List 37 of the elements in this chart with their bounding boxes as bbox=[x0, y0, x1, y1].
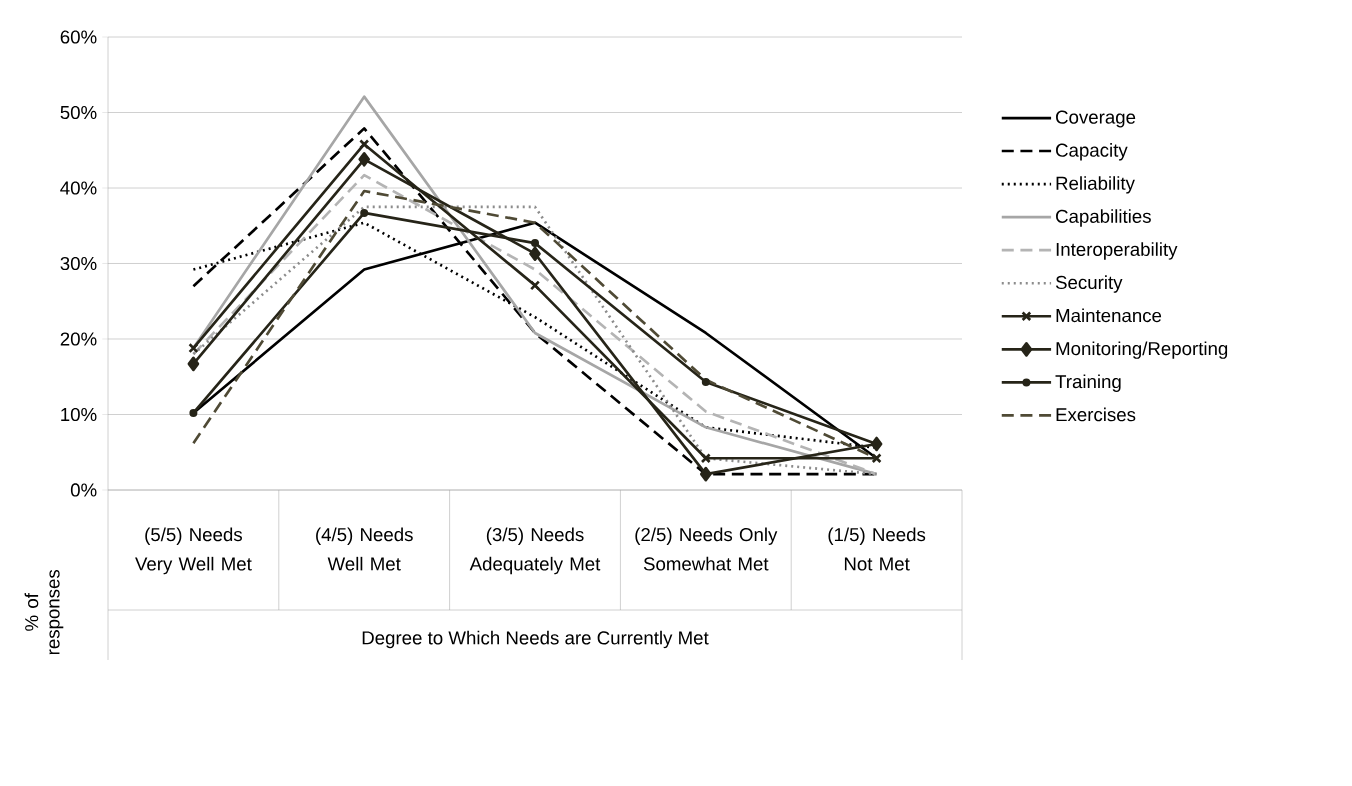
y-tick-label: 60% bbox=[60, 30, 97, 44]
legend-label: Capacity bbox=[1056, 143, 1128, 161]
point bbox=[530, 239, 540, 248]
legend-label: Maintenance bbox=[1056, 308, 1162, 323]
point bbox=[699, 466, 712, 482]
x-tick-label: (3/5) Needs Adequately Met bbox=[469, 527, 601, 575]
y-tick-label: 30% bbox=[60, 256, 97, 271]
point bbox=[359, 139, 370, 150]
point bbox=[871, 453, 882, 464]
legend-label: Coverage bbox=[1056, 110, 1136, 128]
legend-label: Interoperability bbox=[1056, 242, 1178, 260]
point bbox=[360, 208, 369, 217]
legend-label: Monitoring/Reporting bbox=[1056, 341, 1228, 359]
point bbox=[188, 342, 199, 354]
legend-label: Security bbox=[1055, 275, 1123, 293]
legend-label: Training bbox=[1055, 374, 1121, 392]
point bbox=[358, 151, 371, 167]
legend-label: Reliability bbox=[1056, 176, 1135, 194]
y-tick-label: 0% bbox=[70, 483, 97, 497]
point bbox=[700, 453, 711, 464]
legend-label: Exercises bbox=[1056, 407, 1136, 422]
x-tick-label: (1/5) Needs Not Met bbox=[828, 527, 926, 571]
x-tick-label: (5/5) Needs Very Well Met bbox=[135, 527, 252, 575]
x-tick-label: (4/5) Needs Well Met bbox=[316, 527, 413, 571]
point bbox=[529, 246, 541, 262]
y-tick-label: 20% bbox=[60, 332, 97, 346]
y-axis-title: % of responses bbox=[24, 569, 64, 655]
point bbox=[701, 378, 710, 387]
legend-label: Capabilities bbox=[1056, 209, 1151, 227]
y-tick-label: 10% bbox=[61, 407, 97, 422]
x-axis-title: Degree to Which Needs are Currently Met bbox=[362, 630, 709, 649]
point bbox=[189, 408, 198, 417]
point bbox=[529, 280, 541, 291]
point bbox=[187, 356, 200, 372]
y-tick-label: 50% bbox=[60, 105, 97, 120]
y-tick-label: 40% bbox=[60, 181, 97, 195]
x-tick-label: (2/5) Needs Only Somewhat Met bbox=[635, 527, 778, 571]
